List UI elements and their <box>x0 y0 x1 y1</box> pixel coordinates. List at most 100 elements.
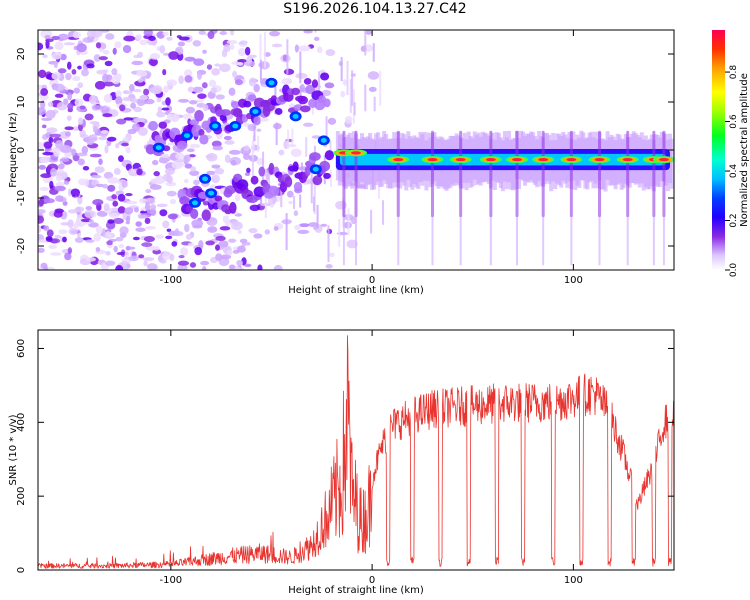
heat-cell <box>245 242 251 246</box>
heat-cell <box>133 54 143 59</box>
heat-cell <box>662 217 665 266</box>
heat-cell <box>202 104 209 112</box>
heat-cell <box>175 162 185 168</box>
heat-cell <box>183 154 191 163</box>
heat-cell <box>259 117 269 122</box>
heat-cell <box>50 167 57 177</box>
heat-cell <box>185 233 193 240</box>
heat-cell <box>47 101 54 107</box>
heat-cell <box>325 49 336 57</box>
heat-cell <box>206 170 216 176</box>
heat-cell <box>189 119 199 126</box>
heat-cell <box>228 238 237 243</box>
heat-cell <box>295 72 308 79</box>
heat-cell <box>45 109 56 119</box>
heat-cell <box>102 105 107 110</box>
heat-cell <box>148 120 158 131</box>
heat-cell <box>175 48 181 53</box>
heat-cell <box>314 30 317 33</box>
heat-cell <box>194 246 203 256</box>
heat-cell <box>95 42 102 49</box>
colorbar-gradient <box>712 30 725 270</box>
snr-series-line <box>38 335 674 569</box>
heat-cell <box>281 78 292 85</box>
heat-cell <box>102 81 115 87</box>
heat-cell <box>355 217 357 266</box>
heat-cell <box>283 68 295 75</box>
heat-cell <box>202 266 207 270</box>
heat-cell <box>515 130 519 218</box>
heat-cell <box>329 252 335 258</box>
heat-cell <box>211 174 220 184</box>
heat-cell <box>103 93 113 103</box>
colorbar-ticks: 0.0 0.2 0.4 0.6 0.8 <box>725 65 739 277</box>
heat-cell <box>153 171 160 177</box>
heat-cell <box>43 225 50 232</box>
heat-cell <box>168 51 179 60</box>
heat-cell <box>284 176 293 188</box>
heat-cell <box>161 251 173 261</box>
heat-cell <box>166 228 172 232</box>
heat-cell <box>303 77 312 85</box>
heat-cell <box>291 128 294 146</box>
y-tick-label: 600 <box>16 339 27 358</box>
heat-cell <box>219 226 231 231</box>
heat-cell <box>110 207 120 213</box>
heat-cell <box>95 225 103 234</box>
heat-cell <box>190 208 199 220</box>
heat-cell <box>126 246 136 250</box>
heat-cell <box>311 79 319 88</box>
heat-cell <box>171 241 178 247</box>
heat-cell <box>122 96 132 102</box>
heat-cell <box>38 198 45 207</box>
heat-cell <box>268 80 275 86</box>
heat-cell <box>54 234 62 239</box>
heat-cell <box>93 232 102 242</box>
heat-cell <box>54 41 64 50</box>
heat-cell <box>67 102 74 110</box>
heat-cell <box>89 121 100 125</box>
heat-cell <box>111 68 118 76</box>
line-peak <box>538 158 549 162</box>
heat-cell <box>54 93 64 98</box>
heat-cell <box>55 175 63 182</box>
snr-frame <box>37 329 675 571</box>
heat-cell <box>142 257 155 262</box>
heat-cell <box>430 130 434 218</box>
heat-cell <box>185 106 196 114</box>
heat-cell <box>104 144 109 154</box>
heat-cell <box>53 210 63 218</box>
heat-cell <box>138 214 148 219</box>
heat-cell <box>60 146 73 153</box>
heat-cell <box>207 30 215 40</box>
heat-cell <box>137 78 144 83</box>
line-peak <box>427 158 438 162</box>
heat-cell <box>318 71 321 103</box>
heat-cell <box>86 63 95 69</box>
heat-cell <box>121 142 129 147</box>
heat-cell <box>136 70 148 77</box>
heat-cell <box>49 252 62 256</box>
heat-cell <box>178 75 184 85</box>
heat-cell <box>78 117 84 126</box>
heat-cell <box>90 137 97 141</box>
snr-axes: -100 0 100 0 200 400 600 <box>16 330 674 586</box>
heat-cell <box>237 245 246 253</box>
heat-cell <box>178 254 185 259</box>
heat-cell <box>38 164 47 170</box>
heat-cell <box>489 130 493 218</box>
heat-cell <box>669 138 674 189</box>
heat-cell <box>115 236 124 242</box>
heat-cell <box>133 207 139 213</box>
heat-cell <box>340 57 343 82</box>
heat-cell <box>192 40 202 47</box>
heat-cell <box>48 136 54 143</box>
x-tick-label: -100 <box>159 575 182 586</box>
heat-cell <box>228 149 241 155</box>
heat-cell <box>88 219 94 224</box>
heat-cell <box>275 122 278 145</box>
heat-cell <box>263 31 266 68</box>
heat-cell <box>114 41 122 49</box>
heat-cell <box>53 60 58 69</box>
heat-cell <box>105 33 115 40</box>
